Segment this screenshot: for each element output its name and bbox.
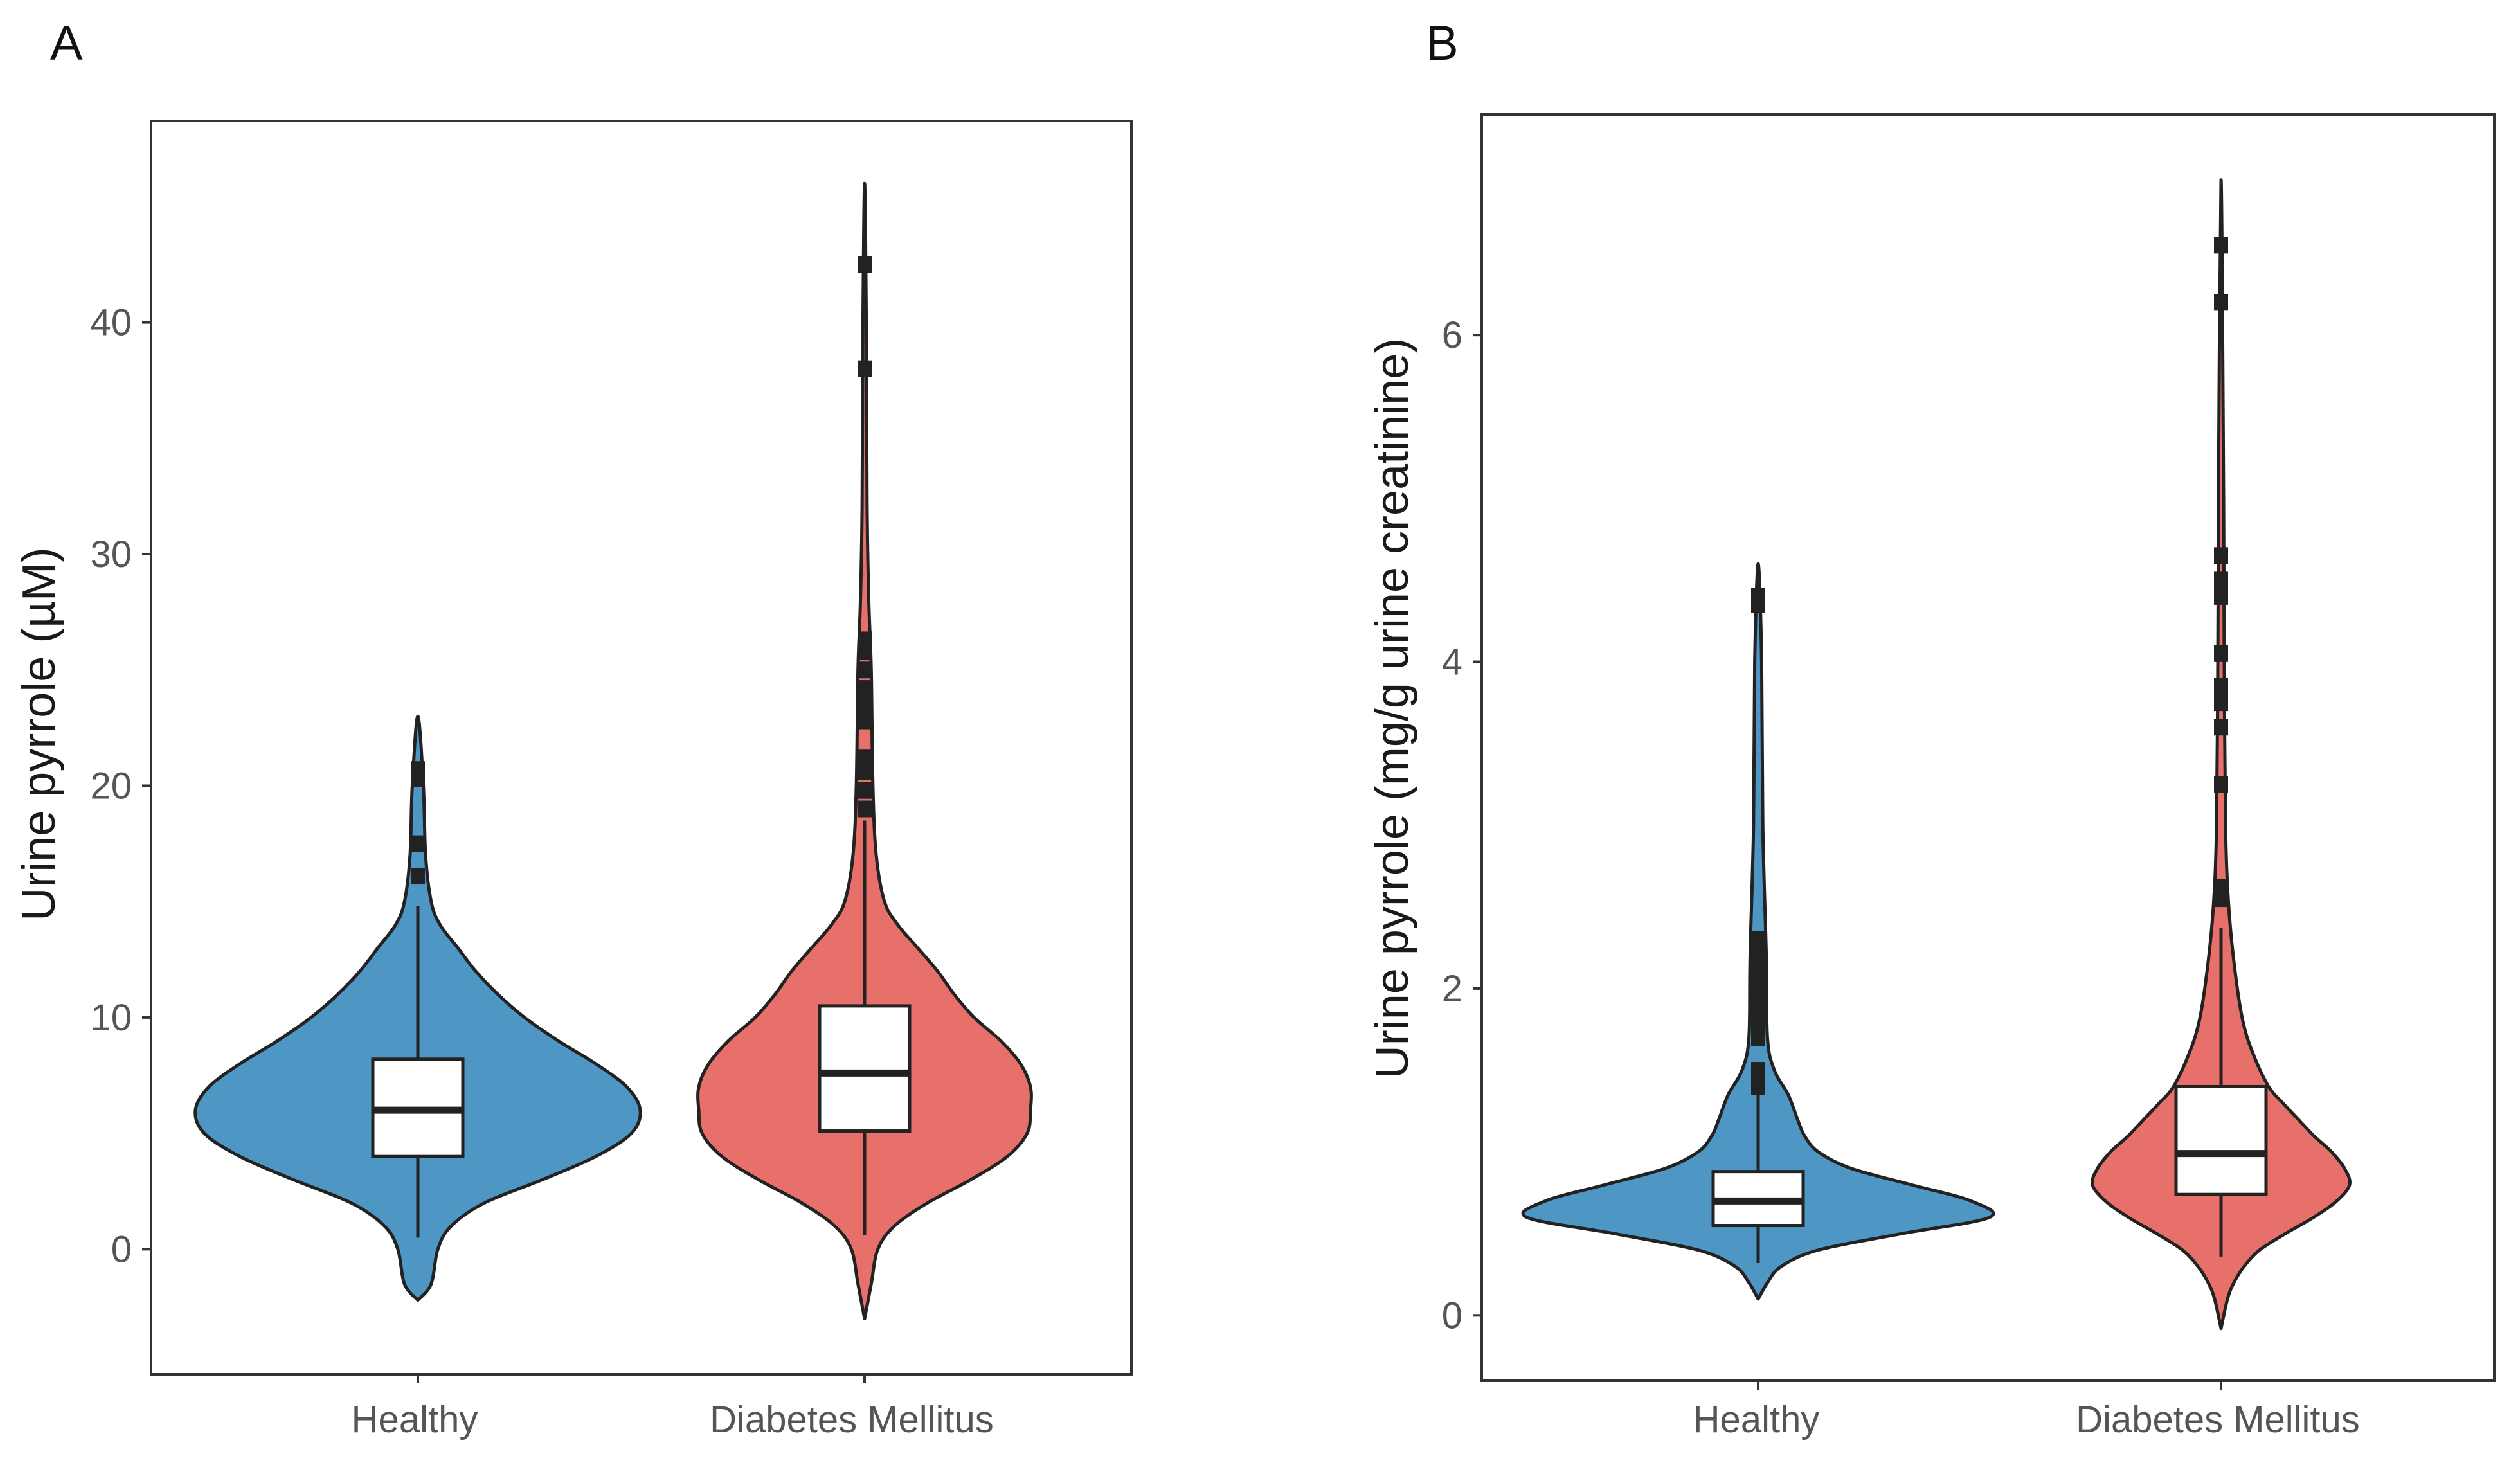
outlier-point	[1751, 980, 1765, 997]
outlier-point	[1751, 1078, 1765, 1095]
y-tick-label: 0	[1442, 1295, 1462, 1336]
y-tick-label: 30	[90, 534, 132, 575]
outlier-point	[2214, 694, 2228, 712]
outlier-point	[2214, 776, 2228, 793]
outlier-point	[2214, 719, 2228, 736]
plot-frame	[150, 120, 1133, 1376]
y-axis-title-a: Urine pyrrole (µM)	[14, 547, 65, 921]
outlier-point	[2214, 588, 2228, 605]
outlier-point	[411, 868, 425, 885]
outlier-point	[1751, 931, 1765, 948]
outlier-point	[2214, 237, 2228, 254]
y-axis-title-b: Urine pyrrole (mg/g urine creatinine)	[1367, 338, 1418, 1079]
outlier-point	[858, 360, 872, 377]
x-tick-label-healthy-a: Healthy	[352, 1399, 478, 1441]
y-tick-label: 2	[1442, 968, 1462, 1010]
outlier-point	[2214, 879, 2228, 896]
outlier-point	[1751, 1062, 1765, 1079]
y-tick-label: 40	[90, 302, 132, 344]
plot-area-a: 0 10 20 30 40	[90, 120, 1133, 1383]
outlier-point	[1751, 1012, 1765, 1030]
outlier-point	[858, 800, 872, 818]
violin-1	[2091, 178, 2352, 1331]
panel-label-a: A	[50, 16, 83, 71]
outlier-point	[1751, 947, 1765, 965]
y-tick-label: 6	[1442, 314, 1462, 356]
plot-frame	[1480, 113, 2496, 1382]
outlier-point	[858, 680, 872, 697]
outlier-point	[1751, 996, 1765, 1014]
x-tick-label-diabetes-a: Diabetes Mellitus	[710, 1399, 994, 1441]
outlier-point	[858, 712, 872, 730]
outlier-point	[411, 761, 425, 778]
outlier-point	[858, 749, 872, 767]
box-iqr	[818, 1004, 912, 1133]
outlier-point	[858, 763, 872, 780]
plot-area-b: 0 2 4 6	[1442, 113, 2496, 1390]
outlier-point	[411, 835, 425, 852]
outlier-point	[1751, 588, 1765, 605]
outlier-point	[858, 631, 872, 649]
panel-label-b: B	[1426, 16, 1459, 71]
outlier-point	[858, 256, 872, 273]
outlier-point	[2214, 547, 2228, 564]
box-iqr	[2174, 1084, 2268, 1196]
outlier-point	[2214, 571, 2228, 589]
panel-b: B 0 2 4 6 Healthy Diabetes Mellitus Urine p…	[1367, 16, 2496, 1441]
x-tick-label-diabetes-b: Diabetes Mellitus	[2076, 1399, 2360, 1441]
outlier-point	[1751, 1029, 1765, 1046]
outlier-point	[858, 661, 872, 679]
outlier-point	[2214, 294, 2228, 311]
y-tick-label: 0	[111, 1228, 132, 1270]
y-tick-label: 10	[90, 997, 132, 1039]
panel-a: A 0 10 20 30 40 Healthy Diabetes Mellitus Ur…	[14, 16, 1133, 1441]
y-tick-label: 4	[1442, 642, 1462, 683]
outlier-point	[858, 782, 872, 799]
x-tick-label-healthy-b: Healthy	[1693, 1399, 1820, 1441]
outlier-point	[1751, 964, 1765, 981]
outlier-point	[2214, 645, 2228, 662]
y-tick-label: 20	[90, 765, 132, 807]
outlier-point	[858, 696, 872, 714]
outlier-point	[2214, 678, 2228, 695]
